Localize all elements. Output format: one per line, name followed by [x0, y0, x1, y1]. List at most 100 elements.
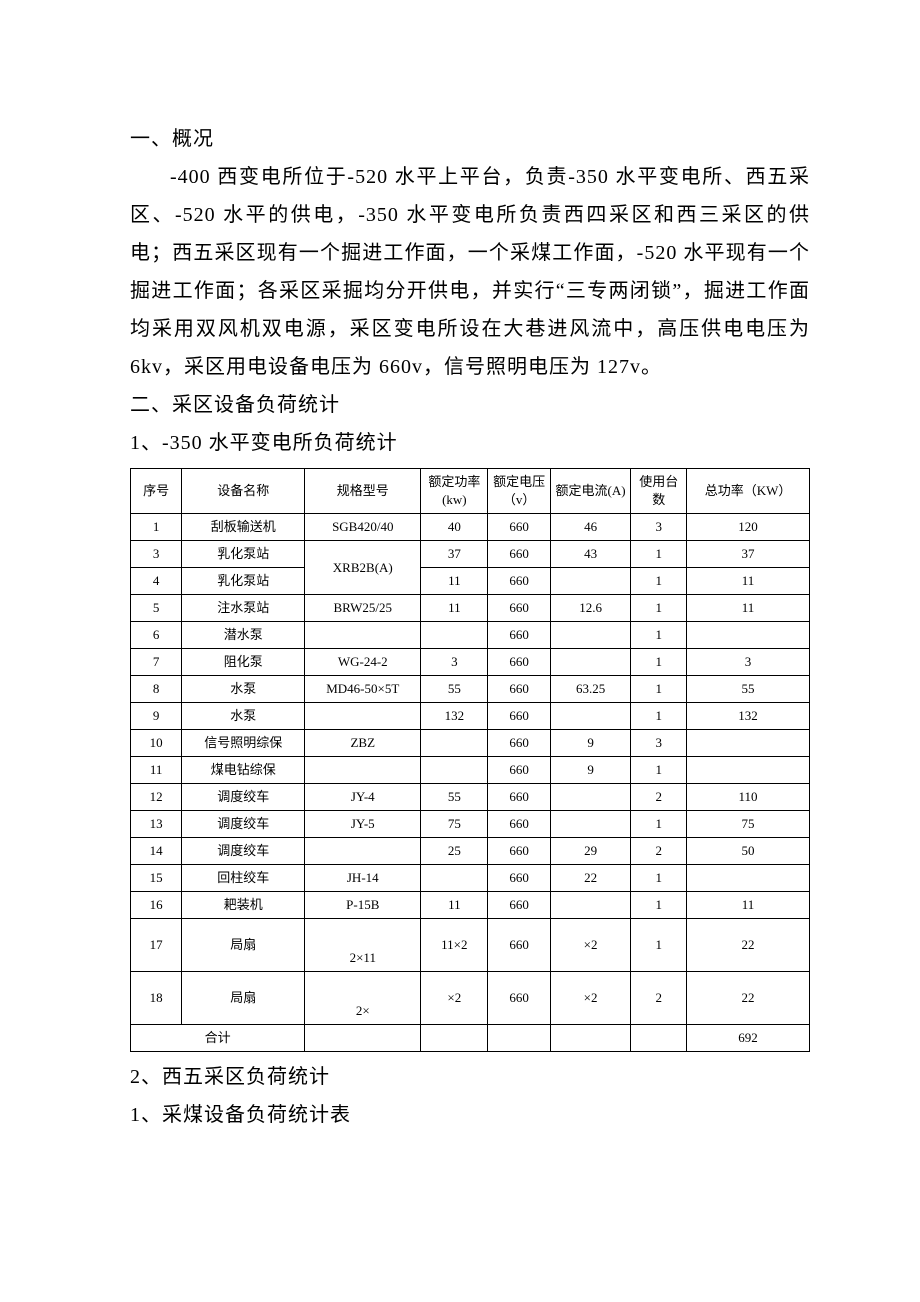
cell-name: 水泵: [182, 676, 305, 703]
cell-model: P-15B: [305, 892, 421, 919]
cell-volt: 660: [488, 568, 551, 595]
th-volt: 额定电压（v）: [488, 469, 551, 514]
cell-volt: 660: [488, 649, 551, 676]
cell-amp: 63.25: [550, 676, 630, 703]
table-header-row: 序号 设备名称 规格型号 额定功率(kw) 额定电压（v） 额定电流(A) 使用…: [131, 469, 810, 514]
cell-seq: 3: [131, 541, 182, 568]
cell-qty: 1: [631, 541, 687, 568]
cell-volt: 660: [488, 703, 551, 730]
cell-model: [305, 622, 421, 649]
cell-name: 信号照明综保: [182, 730, 305, 757]
cell-volt: 660: [488, 757, 551, 784]
cell-qty: 1: [631, 919, 687, 972]
cell-volt: 660: [488, 514, 551, 541]
cell-amp: 29: [550, 838, 630, 865]
section2-sub1-title: 1、-350 水平变电所负荷统计: [130, 424, 810, 462]
cell-model: 2×11: [305, 919, 421, 972]
cell-power: 40: [421, 514, 488, 541]
cell-power: 132: [421, 703, 488, 730]
cell-amp: 22: [550, 865, 630, 892]
th-name: 设备名称: [182, 469, 305, 514]
footer-label: 合计: [131, 1025, 305, 1052]
cell-total: 11: [687, 892, 810, 919]
cell-total: [687, 730, 810, 757]
cell-name: 调度绞车: [182, 811, 305, 838]
cell-volt: 660: [488, 892, 551, 919]
load-table-1: 序号 设备名称 规格型号 额定功率(kw) 额定电压（v） 额定电流(A) 使用…: [130, 468, 810, 1052]
cell-seq: 10: [131, 730, 182, 757]
cell-name: 耙装机: [182, 892, 305, 919]
cell-model: SGB420/40: [305, 514, 421, 541]
cell-volt: 660: [488, 730, 551, 757]
cell-qty: 2: [631, 972, 687, 1025]
th-amp: 额定电流(A): [550, 469, 630, 514]
cell-volt: 660: [488, 811, 551, 838]
cell-model: [305, 703, 421, 730]
table-row: 8水泵MD46-50×5T5566063.25155: [131, 676, 810, 703]
cell-qty: 2: [631, 838, 687, 865]
cell-volt: 660: [488, 622, 551, 649]
cell-seq: 9: [131, 703, 182, 730]
cell-volt: 660: [488, 676, 551, 703]
footer-empty: [488, 1025, 551, 1052]
cell-amp: [550, 784, 630, 811]
cell-total: 22: [687, 972, 810, 1025]
footer-empty: [631, 1025, 687, 1052]
cell-power: 11: [421, 892, 488, 919]
th-total: 总功率（KW）: [687, 469, 810, 514]
cell-name: 注水泵站: [182, 595, 305, 622]
table-foot: 合计 692: [131, 1025, 810, 1052]
table-row: 7阻化泵WG-24-2366013: [131, 649, 810, 676]
table-row: 4乳化泵站11660111: [131, 568, 810, 595]
cell-name: 水泵: [182, 703, 305, 730]
cell-seq: 7: [131, 649, 182, 676]
cell-seq: 5: [131, 595, 182, 622]
cell-total: 110: [687, 784, 810, 811]
table-row: 15回柱绞车JH-14660221: [131, 865, 810, 892]
cell-seq: 12: [131, 784, 182, 811]
cell-total: [687, 865, 810, 892]
cell-amp: [550, 811, 630, 838]
cell-amp: [550, 703, 630, 730]
section1-heading: 一、概况: [130, 120, 810, 158]
cell-model: JY-4: [305, 784, 421, 811]
cell-power: 11×2: [421, 919, 488, 972]
cell-power: 11: [421, 568, 488, 595]
cell-volt: 660: [488, 838, 551, 865]
cell-qty: 1: [631, 649, 687, 676]
cell-seq: 4: [131, 568, 182, 595]
cell-name: 煤电钻综保: [182, 757, 305, 784]
cell-power: [421, 730, 488, 757]
cell-total: 37: [687, 541, 810, 568]
cell-volt: 660: [488, 919, 551, 972]
cell-total: 3: [687, 649, 810, 676]
cell-volt: 660: [488, 972, 551, 1025]
cell-model: JH-14: [305, 865, 421, 892]
section2-heading: 二、采区设备负荷统计: [130, 386, 810, 424]
cell-name: 回柱绞车: [182, 865, 305, 892]
cell-model: BRW25/25: [305, 595, 421, 622]
table-row: 6潜水泵6601: [131, 622, 810, 649]
cell-power: 37: [421, 541, 488, 568]
cell-amp: [550, 622, 630, 649]
cell-amp: ×2: [550, 919, 630, 972]
cell-power: 11: [421, 595, 488, 622]
cell-qty: 1: [631, 703, 687, 730]
cell-power: [421, 757, 488, 784]
cell-total: 11: [687, 595, 810, 622]
cell-power: 75: [421, 811, 488, 838]
table-row: 18局扇2××2660×2222: [131, 972, 810, 1025]
cell-amp: 12.6: [550, 595, 630, 622]
cell-model: JY-5: [305, 811, 421, 838]
table-row: 11煤电钻综保66091: [131, 757, 810, 784]
table-row: 1刮板输送机SGB420/4040660463120: [131, 514, 810, 541]
cell-seq: 18: [131, 972, 182, 1025]
section1-body: -400 西变电所位于-520 水平上平台，负责-350 水平变电所、西五采区、…: [130, 158, 810, 386]
cell-amp: 9: [550, 730, 630, 757]
section2-sub2-title: 2、西五采区负荷统计: [130, 1058, 810, 1096]
cell-model: ZBZ: [305, 730, 421, 757]
cell-model: XRB2B(A): [305, 541, 421, 595]
cell-name: 局扇: [182, 919, 305, 972]
th-qty: 使用台数: [631, 469, 687, 514]
table-row: 3乳化泵站XRB2B(A)3766043137: [131, 541, 810, 568]
